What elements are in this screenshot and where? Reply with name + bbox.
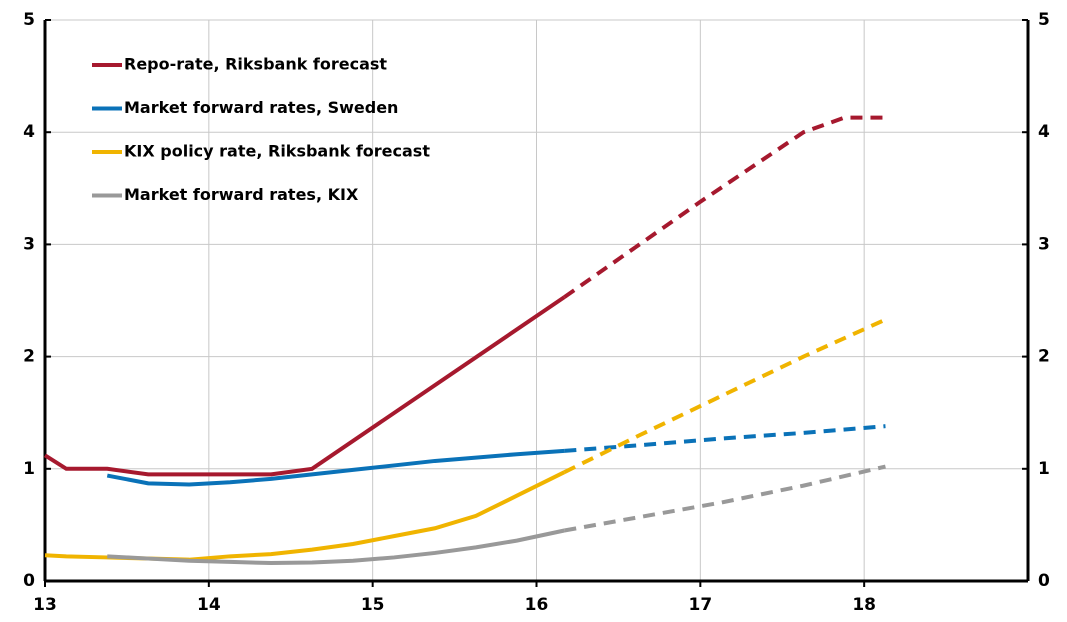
- series-line: [106, 448, 565, 487]
- series-line: [43, 295, 566, 477]
- y-tick-label: 4: [23, 122, 35, 142]
- y2-tick-label: 1: [1038, 459, 1050, 479]
- y-tick-label: 2: [23, 347, 35, 367]
- x-tick-label: 14: [197, 595, 221, 615]
- x-tick-label: 13: [33, 595, 57, 615]
- series-line-forecast: [564, 424, 886, 453]
- y-tick-label: 3: [23, 234, 35, 254]
- x-tick-label: 15: [361, 595, 385, 615]
- y-tick-label: 5: [23, 10, 35, 30]
- y-tick-label: 0: [23, 571, 35, 591]
- y-tick-label: 1: [23, 459, 35, 479]
- series-line-forecast: [563, 317, 887, 474]
- series-line-forecast: [563, 115, 886, 299]
- legend-label: Market forward rates, KIX: [124, 185, 359, 204]
- series-line-forecast: [564, 464, 886, 533]
- legend-label: Market forward rates, Sweden: [124, 98, 398, 117]
- legend-label: KIX policy rate, Riksbank forecast: [124, 142, 430, 161]
- legend: Repo-rate, Riksbank forecast Market forwa…: [92, 55, 430, 204]
- legend-label: Repo-rate, Riksbank forecast: [124, 55, 387, 74]
- y2-tick-label: 4: [1038, 122, 1050, 142]
- x-tick-label: 17: [688, 595, 712, 615]
- y2-tick-label: 2: [1038, 347, 1050, 367]
- y2-tick-label: 0: [1038, 571, 1050, 591]
- x-tick-label: 18: [852, 595, 876, 615]
- x-tick-label: 16: [525, 595, 549, 615]
- y2-tick-label: 3: [1038, 234, 1050, 254]
- y2-tick-label: 5: [1038, 10, 1050, 30]
- series-line: [107, 528, 565, 566]
